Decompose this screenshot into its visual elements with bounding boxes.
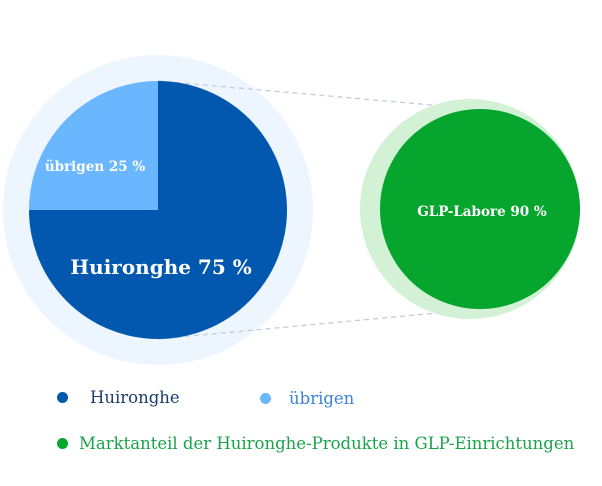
legend-marker-huironghe [57,392,68,403]
pie-slice-label-huironghe: Huironghe 75 % [70,255,251,279]
detail-label: GLP-Labore 90 % [417,204,547,220]
detail-circle [380,109,580,309]
legend-marker-uebrigen [260,393,271,404]
pie-slice-uebrigen [29,81,158,210]
legend-marker-glp [57,438,68,449]
legend-label-glp: Marktanteil der Huironghe-Produkte in GL… [79,434,575,453]
legend-item-uebrigen: übrigen [260,389,354,408]
connector-line-top [157,80,501,112]
legend-item-huironghe: Huironghe [57,388,180,407]
legend-item-glp: Marktanteil der Huironghe-Produkte in GL… [57,434,574,453]
legend-label-huironghe: Huironghe [90,388,180,407]
legend-label-uebrigen: übrigen [289,389,355,408]
pie-slice-label-uebrigen: übrigen 25 % [45,159,146,175]
